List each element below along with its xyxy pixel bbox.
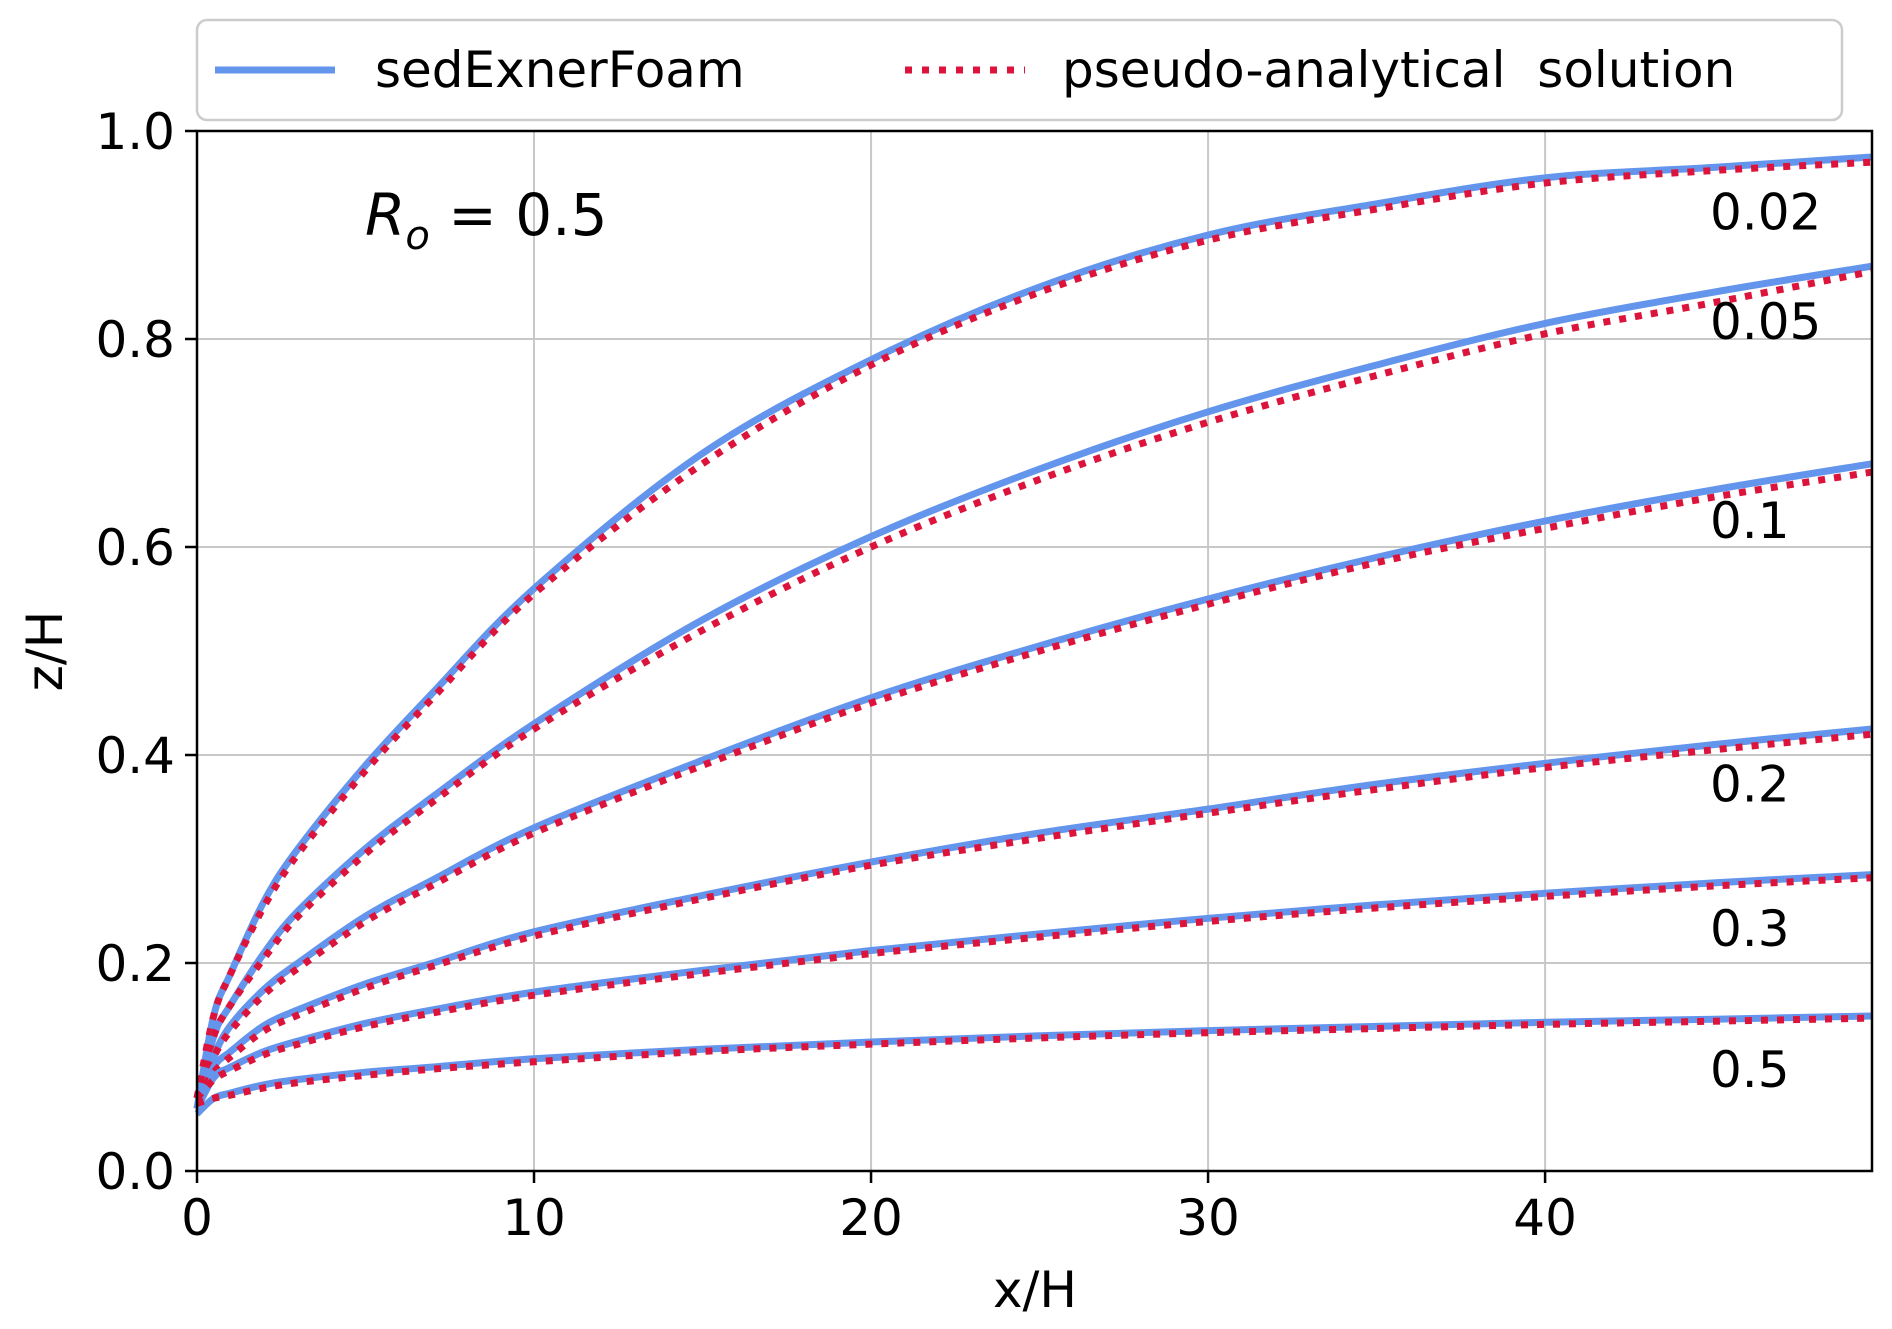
y-tick-label: 0.8 [95, 311, 175, 369]
y-tick-label: 1.0 [95, 103, 175, 161]
x-tick-label: 20 [839, 1189, 903, 1247]
x-tick-label: 10 [502, 1189, 566, 1247]
curves: 0.02 0.05 0.1 0.2 0.3 0.5 [193, 153, 1873, 1117]
ro-annotation: Ro = 0.5 [365, 181, 608, 259]
series-line-pseudo-analytical [195, 1014, 1873, 1107]
series-line-pseudo-analytical [193, 468, 1873, 1100]
series-line-sedexnerfoam [193, 153, 1873, 1110]
legend-label-pseudo-analytical: pseudo-analytical solution [1062, 41, 1735, 99]
y-axis-label: z/H [16, 611, 74, 692]
legend-box [195, 18, 1844, 122]
curve-group-0.5: 0.5 [194, 1012, 1873, 1117]
curve-group-0.1: 0.1 [193, 460, 1873, 1110]
legend-label-sedexnerfoam: sedExnerFoam [375, 41, 745, 99]
curve-group-0.05: 0.05 [193, 262, 1873, 1110]
series-line-pseudo-analytical [193, 267, 1873, 1100]
ticks: 0 10 20 30 40 0.0 0.2 0.4 0.6 0.8 1.0 [95, 103, 1576, 1247]
y-tick-label: 0.2 [95, 935, 175, 993]
curve-label: 0.2 [1710, 756, 1790, 814]
x-tick-label: 30 [1176, 1189, 1240, 1247]
y-tick-label: 0.0 [95, 1143, 175, 1201]
y-tick-label: 0.6 [95, 519, 175, 577]
curve-label: 0.1 [1710, 492, 1790, 550]
series-line-sedexnerfoam [193, 460, 1873, 1110]
series-line-pseudo-analytical [193, 158, 1873, 1099]
ro-value: = 0.5 [430, 181, 608, 249]
x-tick-label: 40 [1513, 1189, 1577, 1247]
legend: sedExnerFoam pseudo-analytical solution [195, 18, 1844, 122]
curve-label: 0.5 [1710, 1041, 1790, 1099]
curve-label: 0.05 [1710, 293, 1821, 351]
y-tick-label: 0.4 [95, 727, 175, 785]
x-tick-label: 0 [181, 1189, 213, 1247]
curve-label: 0.3 [1710, 900, 1790, 958]
curve-group-0.02: 0.02 [193, 153, 1873, 1110]
curve-label: 0.02 [1710, 184, 1821, 242]
series-line-sedexnerfoam [193, 725, 1873, 1110]
ro-symbol: R [365, 181, 405, 249]
x-axis-label: x/H [993, 1261, 1077, 1319]
plot-frame [195, 129, 1874, 1173]
ro-subscript: o [405, 213, 429, 259]
series-line-pseudo-analytical [194, 874, 1873, 1101]
curve-group-0.2: 0.2 [193, 725, 1873, 1110]
curve-group-0.3: 0.3 [193, 871, 1873, 1111]
